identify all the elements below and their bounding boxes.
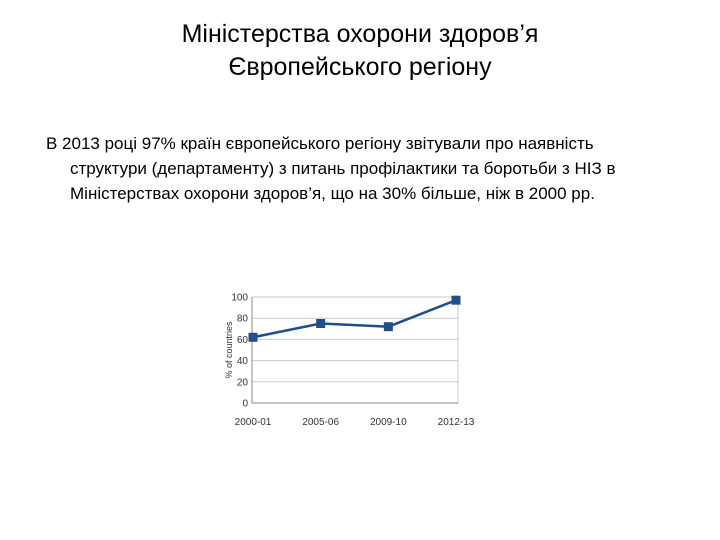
line-chart: 0 20 40 60 80 100 2000-01 2005-06 2009-10 2012-13… (224, 293, 475, 429)
y-tick-label: 80 (237, 314, 249, 325)
data-point (451, 295, 461, 305)
data-point (248, 332, 258, 342)
slide-title-line-2: Європейського регіону (228, 53, 492, 81)
series-line (252, 299, 457, 339)
slide-body: В 2013 році 97% країн європейського регі… (46, 131, 666, 206)
slide-title: Міністерства охорони здоров’я Європейськ… (0, 18, 720, 84)
y-tick-label: 0 (242, 399, 248, 410)
x-tick-label: 2000-01 (235, 417, 272, 428)
x-tick-label: 2009-10 (370, 417, 407, 428)
x-tick-label: 2012-13 (438, 417, 475, 428)
y-tick-label: 20 (237, 377, 249, 388)
x-tick-label: 2005-06 (302, 417, 339, 428)
data-point (316, 319, 326, 328)
y-tick-label: 60 (237, 335, 249, 346)
y-tick-label: 100 (231, 293, 248, 304)
y-tick-label: 40 (237, 356, 249, 367)
body-paragraph: В 2013 році 97% країн європейського регі… (46, 134, 616, 203)
data-point (383, 322, 393, 332)
slide-title-line-1: Міністерства охорони здоров’я (181, 20, 539, 48)
y-axis-label: % of countries (224, 321, 234, 379)
